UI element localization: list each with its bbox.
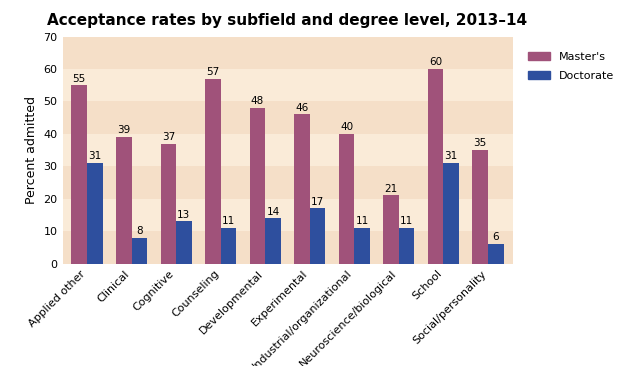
Text: 57: 57 xyxy=(206,67,219,77)
Title: Acceptance rates by subfield and degree level, 2013–14: Acceptance rates by subfield and degree … xyxy=(48,14,528,29)
Bar xyxy=(62,199,512,231)
Bar xyxy=(221,228,236,264)
Text: 31: 31 xyxy=(444,152,458,161)
Bar xyxy=(71,85,87,264)
Bar xyxy=(116,137,131,264)
Bar xyxy=(354,228,370,264)
Bar xyxy=(472,150,488,264)
Bar xyxy=(444,163,459,264)
Bar xyxy=(161,143,176,264)
Text: 11: 11 xyxy=(222,216,235,226)
Text: 46: 46 xyxy=(296,103,309,113)
Text: 55: 55 xyxy=(72,74,86,83)
Bar xyxy=(62,231,512,264)
Bar xyxy=(383,195,399,264)
Bar xyxy=(176,221,192,264)
Bar xyxy=(428,69,444,264)
Text: 14: 14 xyxy=(266,206,279,217)
Text: 17: 17 xyxy=(311,197,324,207)
Text: 31: 31 xyxy=(88,152,101,161)
Text: 60: 60 xyxy=(429,57,442,67)
Bar xyxy=(488,244,504,264)
Legend: Master's, Doctorate: Master's, Doctorate xyxy=(522,47,620,87)
Bar xyxy=(62,166,512,199)
Text: 40: 40 xyxy=(340,122,353,132)
Text: 11: 11 xyxy=(400,216,413,226)
Bar xyxy=(294,115,310,264)
Bar xyxy=(339,134,354,264)
Bar xyxy=(205,79,221,264)
Bar xyxy=(62,134,512,166)
Bar xyxy=(62,101,512,134)
Text: 8: 8 xyxy=(136,226,142,236)
Text: 39: 39 xyxy=(117,126,131,135)
Text: 37: 37 xyxy=(162,132,175,142)
Bar xyxy=(131,238,147,264)
Bar xyxy=(249,108,265,264)
Text: 11: 11 xyxy=(356,216,369,226)
Bar xyxy=(62,37,512,69)
Bar xyxy=(399,228,414,264)
Text: 48: 48 xyxy=(251,96,264,106)
Y-axis label: Percent admitted: Percent admitted xyxy=(25,96,38,204)
Bar xyxy=(62,69,512,101)
Text: 6: 6 xyxy=(492,232,499,242)
Text: 21: 21 xyxy=(384,184,398,194)
Bar xyxy=(310,208,326,264)
Text: 35: 35 xyxy=(474,138,487,149)
Bar xyxy=(265,218,281,264)
Text: 13: 13 xyxy=(177,210,191,220)
Bar xyxy=(87,163,103,264)
